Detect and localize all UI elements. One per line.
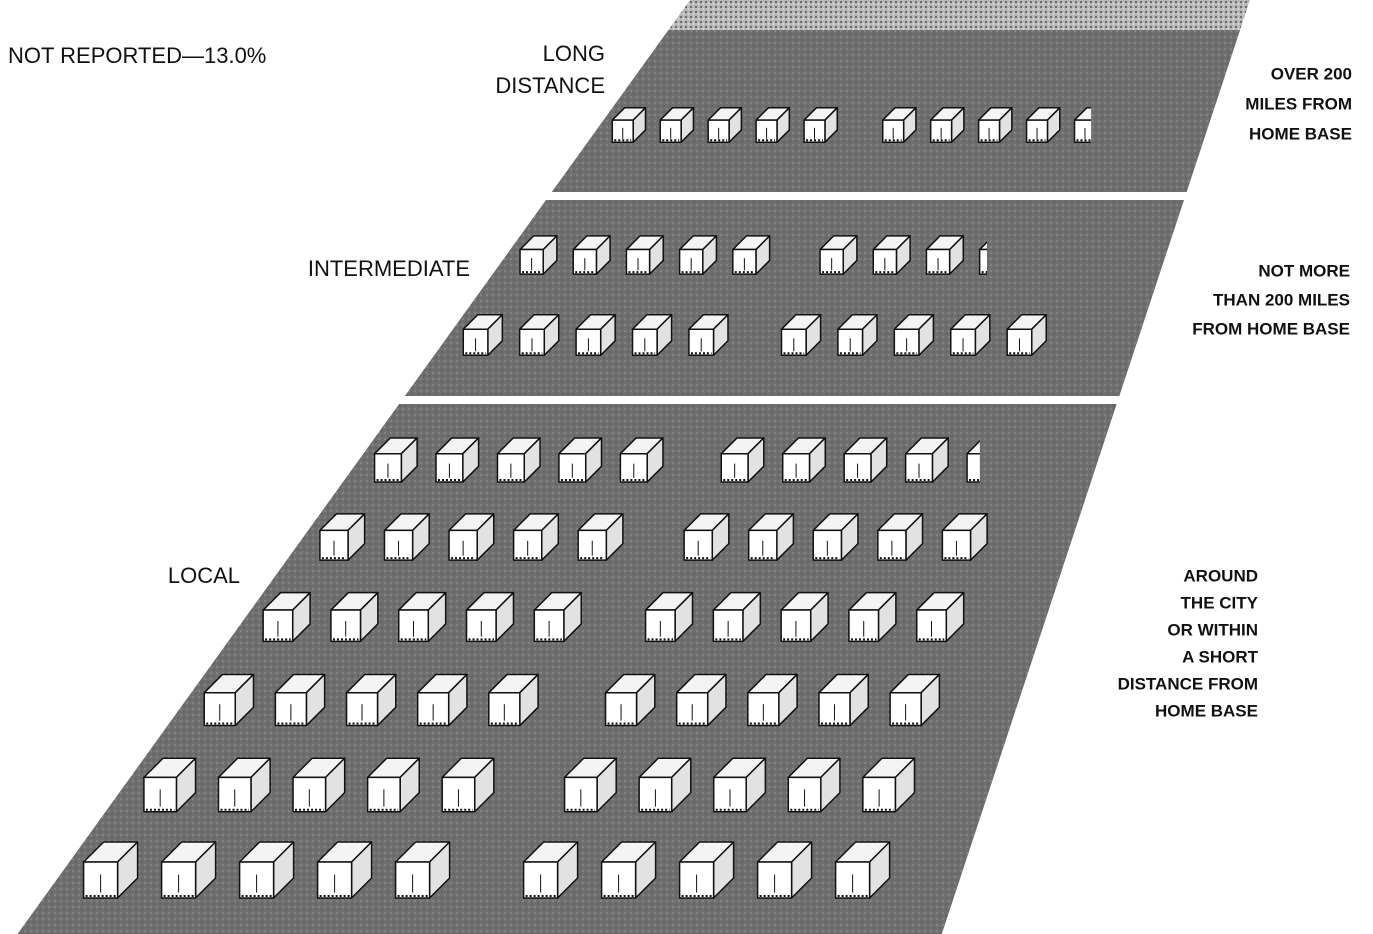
note: NOT REPORTED—13.0% — [8, 43, 266, 68]
category-description: THE CITY — [1181, 593, 1259, 612]
category-description: A SHORT — [1182, 647, 1258, 666]
category-description: NOT MORE — [1258, 261, 1350, 280]
pictograph: NOT REPORTED—13.0% LONG DISTANCE OVER 200 M… — [0, 0, 1373, 934]
band — [405, 200, 1184, 396]
category-description: OVER 200 — [1271, 64, 1352, 83]
category-description: THAN 200 MILES — [1213, 290, 1350, 309]
category-label: INTERMEDIATE — [308, 256, 470, 281]
category-label: LONG — [543, 41, 605, 66]
category-description: HOME BASE — [1155, 701, 1258, 720]
category-description: OR WITHIN — [1167, 620, 1258, 639]
band-top — [668, 0, 1250, 30]
category-label: LOCAL — [168, 563, 240, 588]
category-label: DISTANCE — [495, 73, 605, 98]
category-description: HOME BASE — [1249, 124, 1352, 143]
category-description: FROM HOME BASE — [1192, 319, 1350, 338]
category-description: DISTANCE FROM — [1118, 674, 1258, 693]
category-description: MILES FROM — [1245, 94, 1352, 113]
category-description: AROUND — [1183, 566, 1258, 585]
